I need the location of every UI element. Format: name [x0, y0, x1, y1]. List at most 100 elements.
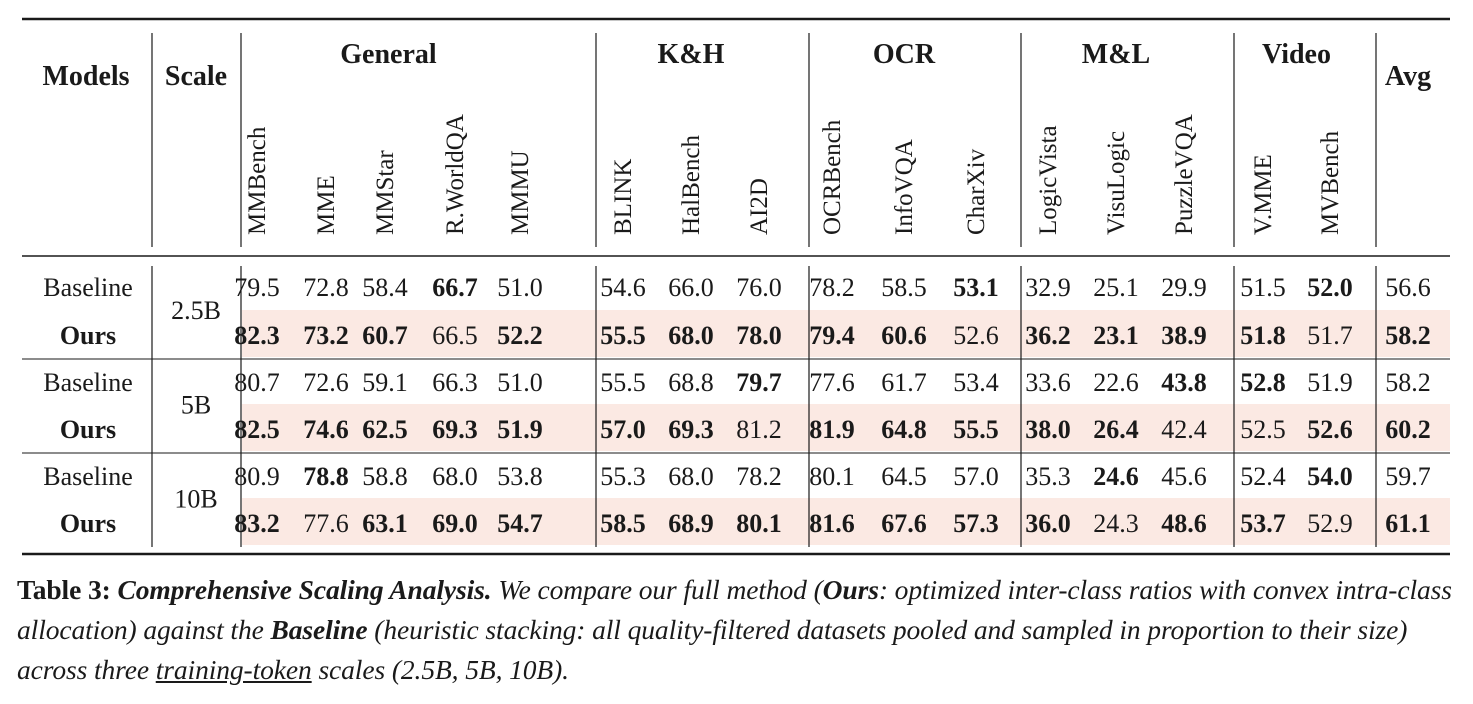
caption-text-3: (heuristic stacking: all quality-filtere… [17, 614, 1408, 685]
table-caption: Table 3: Comprehensive Scaling Analysis.… [17, 570, 1462, 690]
group-header: OCR [873, 39, 936, 70]
score-cell: 76.0 [736, 273, 782, 302]
score-cell: 66.3 [432, 368, 478, 397]
group-header: Video [1262, 39, 1331, 70]
score-cell: 58.4 [362, 273, 408, 302]
score-cell: 68.0 [432, 462, 478, 491]
score-cell: 81.6 [809, 509, 855, 538]
score-cell: 73.2 [303, 321, 349, 350]
score-cell: 52.9 [1307, 509, 1353, 538]
score-cell: 57.0 [953, 462, 999, 491]
benchmark-header: OCRBench [819, 119, 846, 235]
score-cell: 77.6 [809, 368, 855, 397]
highlight-row-band [242, 310, 1450, 357]
avg-cell: 58.2 [1385, 368, 1431, 397]
score-cell: 60.7 [362, 321, 408, 350]
group-header: General [340, 39, 437, 70]
benchmark-header: VisuLogic [1103, 131, 1130, 235]
score-cell: 72.6 [303, 368, 349, 397]
score-cell: 43.8 [1161, 368, 1207, 397]
score-cell: 52.2 [497, 321, 543, 350]
scale-label: 5B [181, 391, 211, 420]
avg-cell: 56.6 [1385, 273, 1431, 302]
score-cell: 78.8 [303, 462, 349, 491]
score-cell: 51.0 [497, 368, 543, 397]
score-cell: 81.9 [809, 415, 855, 444]
score-cell: 83.2 [234, 509, 280, 538]
score-cell: 74.6 [303, 415, 349, 444]
score-cell: 22.6 [1093, 368, 1139, 397]
avg-cell: 60.2 [1385, 415, 1431, 444]
score-cell: 58.8 [362, 462, 408, 491]
score-cell: 59.1 [362, 368, 408, 397]
score-cell: 32.9 [1025, 273, 1071, 302]
scale-label: 10B [174, 485, 217, 514]
score-cell: 38.9 [1161, 321, 1207, 350]
score-cell: 55.5 [953, 415, 999, 444]
caption-underlined: training-token [155, 654, 312, 685]
score-cell: 66.0 [668, 273, 714, 302]
caption-baseline: Baseline [270, 614, 368, 645]
header-avg: Avg [1385, 61, 1431, 92]
score-cell: 51.9 [1307, 368, 1353, 397]
caption-text-2: : optimized inter-class ratios with conv… [17, 574, 1452, 645]
caption-text-1: We compare our full method ( [498, 574, 823, 605]
caption-label: Table 3: [17, 574, 111, 605]
score-cell: 38.0 [1025, 415, 1071, 444]
model-label: Baseline [43, 368, 133, 397]
score-cell: 64.5 [881, 462, 927, 491]
score-cell: 52.6 [953, 321, 999, 350]
benchmark-header: LogicVista [1035, 125, 1062, 235]
benchmark-header: BLINK [610, 159, 637, 235]
caption-text-4: scales (2.5B, 5B, 10B). [318, 654, 569, 685]
score-cell: 23.1 [1093, 321, 1139, 350]
header-scale: Scale [165, 61, 227, 92]
score-cell: 52.0 [1307, 273, 1353, 302]
model-label: Ours [60, 321, 116, 350]
score-cell: 66.5 [432, 321, 478, 350]
score-cell: 82.3 [234, 321, 280, 350]
benchmark-header: HalBench [678, 135, 705, 235]
score-cell: 80.7 [234, 368, 280, 397]
benchmark-header: InfoVQA [891, 139, 918, 235]
score-cell: 51.0 [497, 273, 543, 302]
score-cell: 57.3 [953, 509, 999, 538]
benchmark-header: V.MME [1250, 154, 1277, 235]
score-cell: 58.5 [600, 509, 646, 538]
score-cell: 24.6 [1093, 462, 1139, 491]
avg-cell: 59.7 [1385, 462, 1431, 491]
score-cell: 54.7 [497, 509, 543, 538]
score-cell: 58.5 [881, 273, 927, 302]
score-cell: 51.9 [497, 415, 543, 444]
score-cell: 53.4 [953, 368, 999, 397]
score-cell: 29.9 [1161, 273, 1207, 302]
score-cell: 63.1 [362, 509, 408, 538]
results-table: Models Scale Avg General MMBench MME MMStar R.W… [22, 17, 1450, 556]
score-cell: 78.0 [736, 321, 782, 350]
score-cell: 79.7 [736, 368, 782, 397]
score-cell: 36.0 [1025, 509, 1071, 538]
score-cell: 35.3 [1025, 462, 1071, 491]
score-cell: 36.2 [1025, 321, 1071, 350]
score-cell: 62.5 [362, 415, 408, 444]
score-cell: 69.0 [432, 509, 478, 538]
score-cell: 55.3 [600, 462, 646, 491]
score-cell: 51.8 [1240, 321, 1286, 350]
score-cell: 64.8 [881, 415, 927, 444]
benchmark-header: MMMU [507, 150, 534, 235]
highlight-row-band [242, 498, 1450, 545]
score-cell: 42.4 [1161, 415, 1207, 444]
score-cell: 80.9 [234, 462, 280, 491]
score-cell: 69.3 [668, 415, 714, 444]
benchmark-header: PuzzleVQA [1171, 114, 1198, 235]
score-cell: 55.5 [600, 368, 646, 397]
score-cell: 26.4 [1093, 415, 1139, 444]
benchmark-header: R.WorldQA [442, 114, 469, 235]
score-cell: 33.6 [1025, 368, 1071, 397]
benchmark-header: MME [313, 175, 340, 235]
score-cell: 80.1 [809, 462, 855, 491]
group-header: M&L [1082, 39, 1150, 70]
score-cell: 52.8 [1240, 368, 1286, 397]
score-cell: 60.6 [881, 321, 927, 350]
score-cell: 52.4 [1240, 462, 1286, 491]
